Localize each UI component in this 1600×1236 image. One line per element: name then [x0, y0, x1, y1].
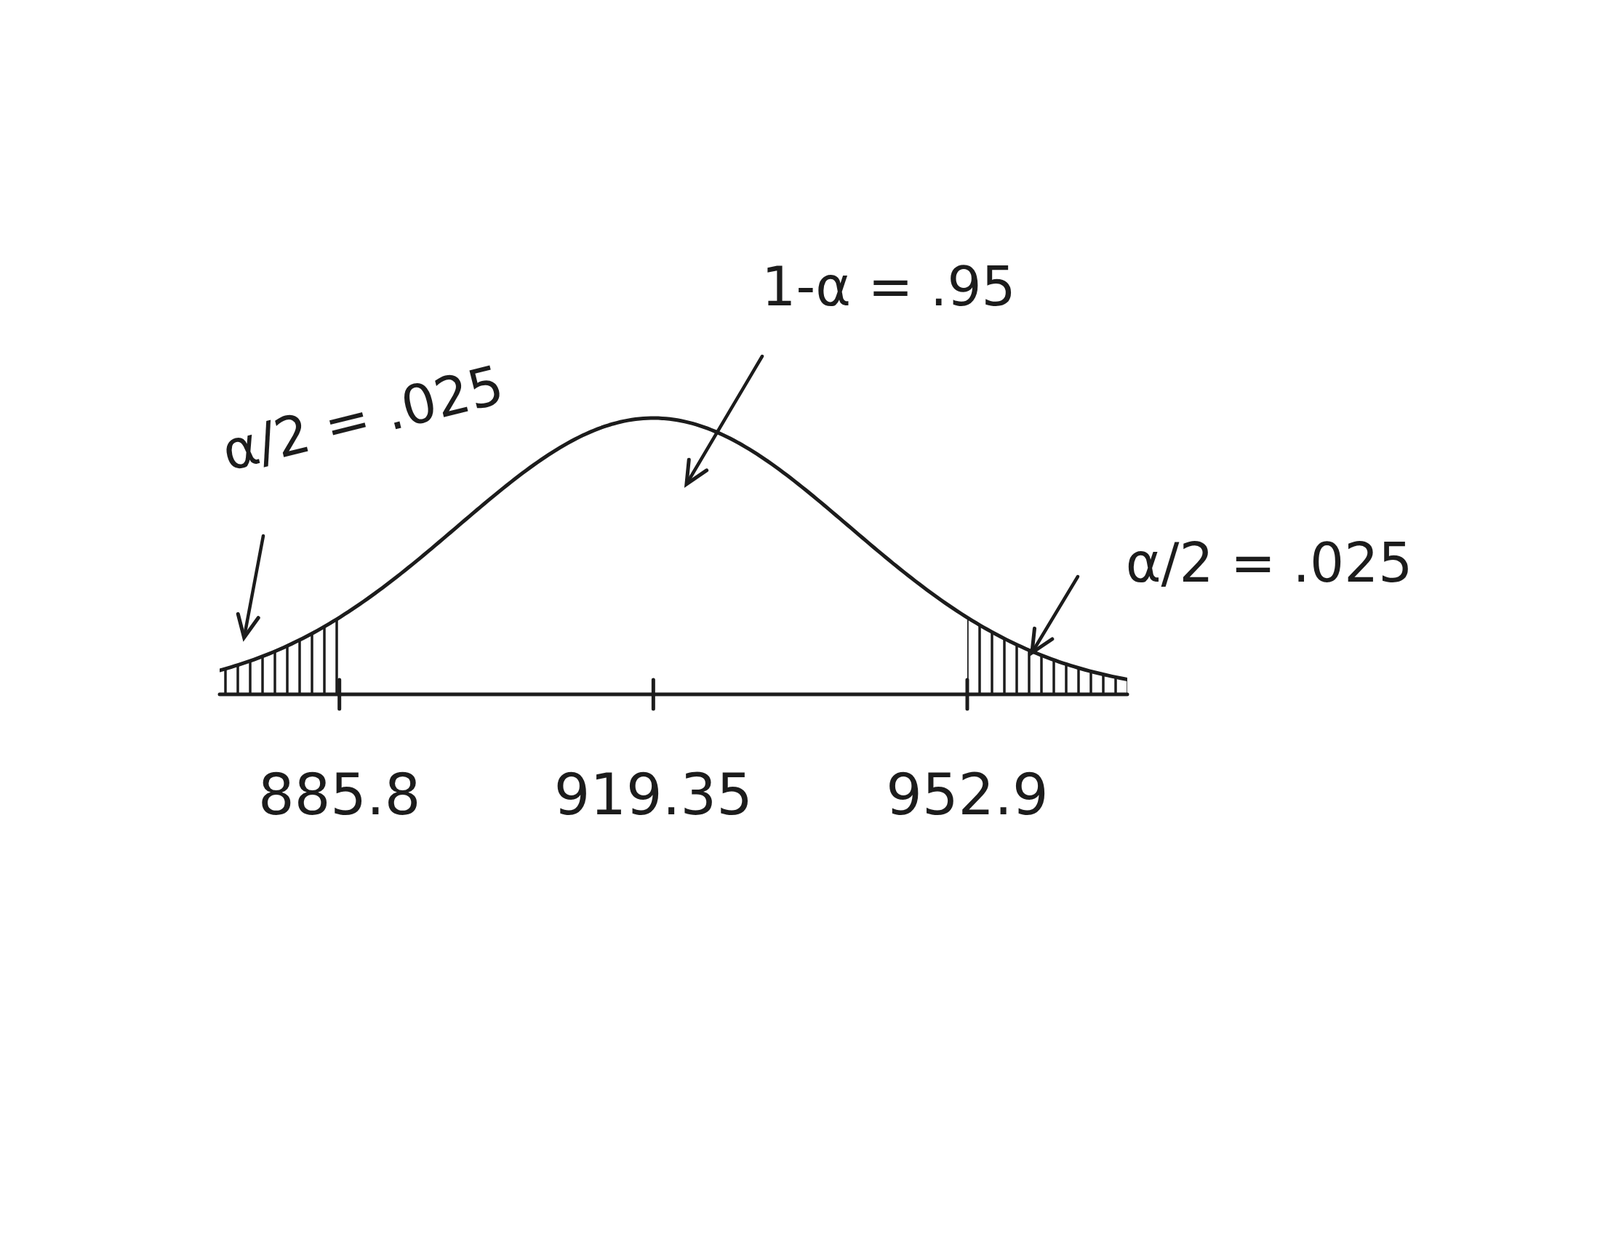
chart: 885.8 919.35 952.9 α/2 = .025 1-α = .95 α/2 =… [0, 0, 1600, 1236]
annotation-arrow [244, 536, 264, 637]
annotation-arrow [687, 356, 763, 483]
density-curve [219, 418, 1128, 680]
x-tick [651, 680, 656, 710]
annotation: 1-α = .95 [761, 255, 1016, 318]
annotation: α/2 = .025 [216, 352, 510, 483]
x-tick [337, 680, 342, 710]
x-tick-label: 952.9 [885, 762, 1048, 828]
x-tick-label: 919.35 [554, 762, 753, 828]
x-axis [219, 693, 1128, 697]
x-tick [965, 680, 969, 710]
plot-area [219, 418, 1128, 695]
x-tick-label: 885.8 [258, 762, 421, 828]
annotation-arrow [1032, 576, 1078, 652]
annotation: α/2 = .025 [1125, 531, 1414, 595]
